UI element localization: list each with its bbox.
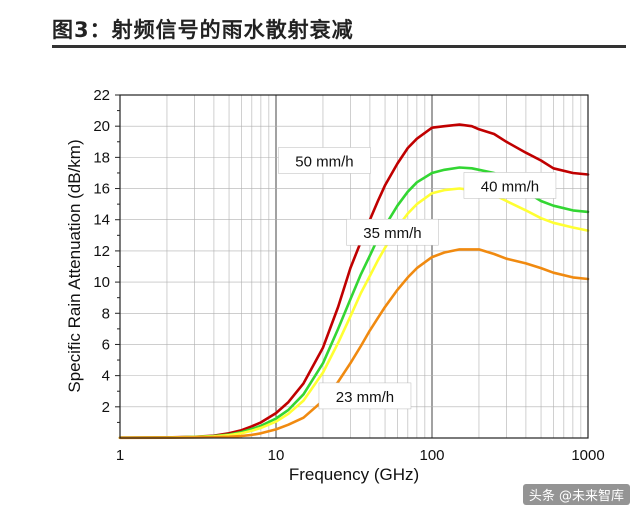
series-annotation: 35 mm/h [346,218,439,246]
annotation-layer: 50 mm/h 40 mm/h 35 mm/h 23 mm/h [278,147,557,410]
annotation-label: 35 mm/h [363,225,421,242]
x-tick-label: 1 [116,447,124,464]
y-tick-label: 18 [93,149,110,166]
annotation-label: 40 mm/h [481,178,539,195]
series-annotation: 50 mm/h [278,147,371,174]
annotation-label: 50 mm/h [295,153,353,170]
annotation-box [318,382,412,410]
y-tick-label: 8 [102,305,110,322]
y-tick-label: 4 [102,368,110,385]
series-annotation: 40 mm/h [463,172,557,199]
series-line-50-mm-h [118,123,590,440]
y-tick-label: 12 [93,243,110,260]
title-rule [52,45,626,48]
series-line-35-mm-h [118,187,590,440]
figure-title: 图3：射频信号的雨水散射衰减 [52,18,354,42]
y-tick-label: 16 [93,181,110,198]
x-tick-label: 100 [419,447,444,464]
x-axis-label: Frequency (GHz) [289,465,419,484]
x-tick-label: 10 [268,447,285,464]
y-tick-label: 2 [102,399,110,416]
series-line-23-mm-h [118,248,590,440]
annotation-label: 23 mm/h [336,389,394,406]
y-tick-label: 6 [102,336,110,353]
watermark: 头条 @未来智库 [522,484,630,505]
y-tick-label: 14 [93,212,110,229]
annotation-box [346,218,439,246]
y-tick-label: 20 [93,118,110,135]
x-tick-label: 1000 [571,447,604,464]
annotation-box [278,147,371,174]
y-tick-label: 10 [93,274,110,291]
y-tick-label: 22 [93,87,110,104]
tick-layer: 1 10 100 1000 2 4 6 8 10 12 14 16 18 20 22 [93,87,604,464]
y-axis-label: Specific Rain Attenuation (dB/km) [65,139,84,392]
series-annotation: 23 mm/h [318,382,412,410]
annotation-box [463,172,557,199]
